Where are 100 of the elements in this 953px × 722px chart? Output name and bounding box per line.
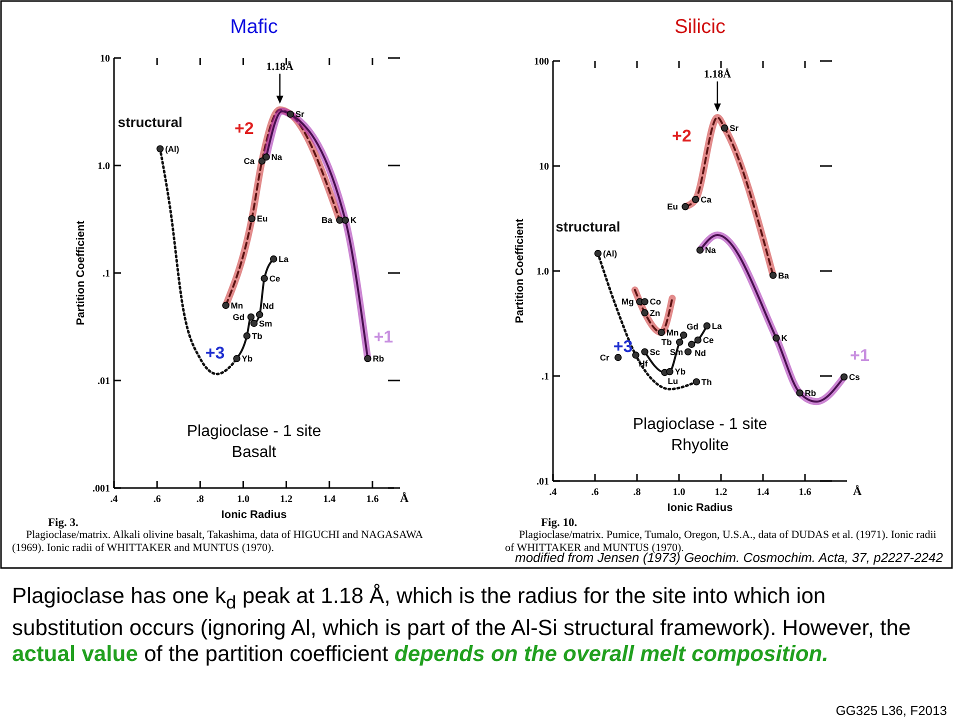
point	[286, 110, 294, 118]
caption: Fig. 3.	[48, 517, 78, 529]
point	[769, 272, 777, 279]
annotation: Gd	[686, 322, 698, 332]
point	[703, 322, 711, 330]
annotation: Zn	[650, 308, 660, 318]
annotation: Ca	[244, 156, 255, 166]
annotation: Cs	[849, 372, 860, 382]
annotation: Nd	[262, 301, 274, 312]
annotation: Th	[701, 376, 712, 387]
annotation: Plagioclase - 1 site	[186, 423, 322, 440]
x-tick-label: 1.2	[280, 494, 293, 505]
y-tick-label: 1.0	[98, 161, 110, 172]
annotation: K	[781, 333, 788, 344]
point	[260, 274, 268, 282]
annotation: Nd	[694, 348, 706, 358]
point	[641, 348, 648, 356]
point	[692, 196, 700, 204]
annotation: Cr	[600, 352, 610, 363]
point	[248, 215, 256, 222]
point	[641, 309, 648, 316]
annotation: Gd	[232, 312, 245, 322]
text: actual value	[12, 641, 138, 666]
annotation: Sm	[259, 318, 273, 328]
x-tick-label: .4	[549, 487, 557, 498]
annotation: Co	[650, 296, 662, 307]
point	[641, 298, 648, 306]
point	[342, 216, 349, 224]
chart-title: Silicic	[674, 16, 726, 38]
annotation: Ce	[702, 335, 714, 346]
annotation: Tb	[252, 330, 262, 341]
y-axis-title: Partition Coefficient	[514, 218, 526, 324]
y-tick-label: .01	[536, 476, 549, 488]
series-label: +1	[850, 346, 870, 365]
annotation: Sc	[650, 346, 660, 357]
text: Å	[853, 484, 862, 498]
annotation: Ca	[700, 194, 712, 204]
text: Plagioclase/matrix. Alkali olivine basalt, Takashima, data of HIGUCHI and NAGASAWA (1969). Ionic radii of WHITTAKER and MUNTUS (1970).	[12, 529, 424, 555]
annotation: Sr	[295, 109, 306, 120]
y-tick-label: 10	[539, 162, 549, 172]
point	[632, 352, 640, 359]
x-tick-label: 1.2	[714, 487, 728, 498]
annotation: Ba	[322, 215, 333, 226]
series-label: +3	[613, 336, 633, 356]
series-label: +2	[234, 118, 254, 138]
point	[243, 332, 250, 340]
x-tick-label: .8	[196, 494, 204, 505]
point	[680, 332, 688, 339]
annotation: Lu	[668, 376, 678, 386]
point	[247, 313, 255, 321]
text: structural	[556, 218, 620, 234]
point	[694, 336, 702, 344]
x-axis-title: Ionic Radius	[667, 502, 733, 514]
point	[250, 320, 258, 327]
point	[262, 153, 270, 161]
chart-title: Mafic	[230, 16, 278, 38]
annotation: Yb	[242, 354, 253, 364]
annotation: Mn	[230, 300, 244, 310]
series-label: +3	[205, 344, 225, 363]
annotation: Mn	[666, 327, 679, 338]
point	[658, 328, 665, 336]
x-tick-label: 1.6	[366, 494, 379, 505]
annotation: Rb	[372, 354, 384, 364]
x-tick-label: .8	[633, 487, 641, 498]
point	[682, 203, 689, 210]
point	[796, 389, 804, 397]
y-tick-label: 10	[100, 54, 110, 64]
point	[614, 354, 622, 362]
y-tick-label: .001	[92, 484, 110, 494]
annotation: Plagioclase - 1 site	[632, 416, 768, 433]
y-tick-label: .01	[98, 376, 110, 387]
point	[256, 311, 264, 318]
annotation: La	[712, 320, 722, 331]
point	[222, 302, 230, 309]
series-label: +1	[374, 328, 394, 347]
point	[688, 340, 696, 348]
x-tick-label: .6	[153, 494, 161, 505]
annotation: Mg	[622, 296, 634, 307]
annotation: 1.18Å	[266, 60, 294, 73]
point	[156, 145, 164, 152]
series-label: +2	[672, 126, 692, 146]
annotation: Ba	[778, 270, 790, 280]
annotation: Sr	[730, 123, 740, 134]
annotation: Eu	[667, 202, 678, 212]
point	[772, 334, 780, 342]
annotation: K	[350, 215, 358, 226]
annotation: Ce	[269, 273, 280, 284]
x-tick-label: 1.4	[756, 487, 770, 498]
text: depends on the overall melt composition.	[394, 641, 828, 666]
annotation: 1.18Å	[704, 67, 732, 80]
annotation: Eu	[256, 214, 268, 224]
text: GG325 L36, F2013	[836, 703, 947, 718]
x-tick-label: 1.0	[672, 487, 686, 498]
point	[676, 338, 684, 346]
point	[720, 124, 728, 132]
point	[692, 378, 700, 386]
annotation: Na	[271, 152, 282, 162]
x-tick-label: 1.4	[323, 494, 336, 505]
x-axis-title: Ionic Radius	[221, 509, 287, 521]
annotation: Tb	[661, 337, 672, 348]
